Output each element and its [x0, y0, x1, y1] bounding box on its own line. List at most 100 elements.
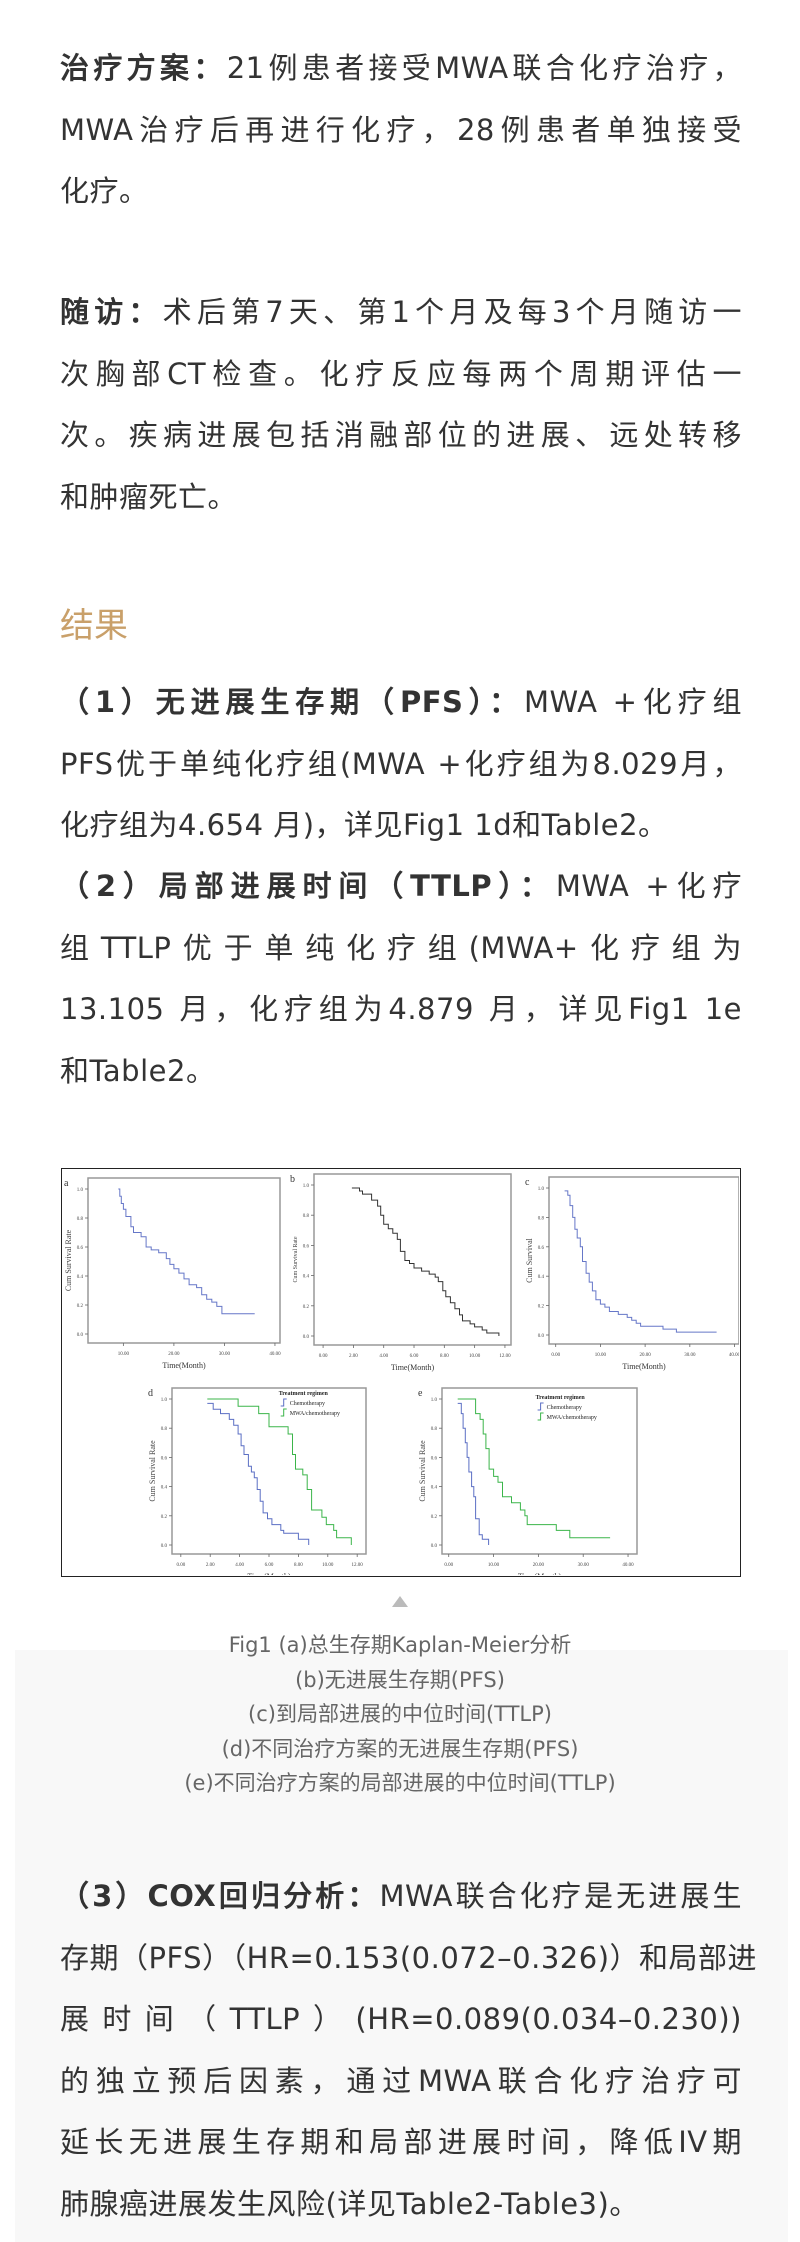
caption-triangle-icon: [392, 1596, 408, 1607]
figure-caption: Fig1 (a)总生存期Kaplan-Meier分析 (b)无进展生存期(PFS…: [0, 1628, 800, 1801]
y-tick-label: 1.0: [77, 1188, 84, 1193]
caption-line: (b)无进展生存期(PFS): [295, 1667, 505, 1692]
y-tick-label: 0.4: [538, 1275, 545, 1280]
text-line: 和肿瘤死亡。: [60, 479, 238, 514]
section-heading-results: 结果: [60, 606, 128, 646]
y-tick-label: 0.6: [77, 1246, 84, 1251]
x-tick-label: 4.00: [379, 1354, 388, 1359]
panel-e-plot-area: [441, 1387, 638, 1555]
caption-line: (d)不同治疗方案的无进展生存期(PFS): [221, 1736, 579, 1761]
x-tick-label: 2.00: [349, 1354, 358, 1359]
legend-swatch-icon: [537, 1402, 544, 1411]
result-label: （2）局部进展时间（TTLP）：: [60, 869, 556, 903]
legend-entry: Chemotherapy: [290, 1401, 325, 1407]
y-tick-label: 0.8: [161, 1427, 168, 1432]
panel-label: d: [148, 1388, 153, 1399]
km-curve-e-1: [457, 1398, 611, 1539]
x-tick-label: 20.00: [533, 1563, 545, 1568]
y-tick-label: 0.2: [77, 1304, 84, 1309]
text-line: 展时间（TTLP）(HR=0.089(0.034–0.230)): [60, 2002, 742, 2036]
legend-entry: Chemotherapy: [547, 1405, 582, 1411]
y-tick-label: 0.0: [77, 1333, 84, 1338]
y-tick-label: 0.8: [77, 1217, 84, 1222]
y-tick-label: 0.4: [303, 1275, 310, 1280]
y-tick-label: 0.4: [431, 1486, 438, 1491]
y-tick-label: 0.8: [538, 1216, 545, 1221]
panel-label: e: [418, 1388, 423, 1399]
km-curve-e-0: [457, 1402, 490, 1545]
y-tick-label: 0.4: [161, 1486, 168, 1491]
followup-paragraph: 随访：术后第7天、第1个月及每3个月随访一 次胸部CT检查。化疗反应每两个周期评…: [60, 282, 742, 528]
text-line: 次。疾病进展包括消融部位的进展、远处转移: [60, 418, 742, 452]
legend-swatch-icon: [280, 1408, 287, 1417]
text-line: 组TTLP优于单纯化疗组(MWA+化疗组为: [60, 930, 742, 965]
text-line: 和Table2。: [60, 1053, 216, 1088]
panel-label: c: [525, 1177, 530, 1188]
y-tick-label: 1.0: [538, 1187, 545, 1192]
result-item-cox: （3）COX回归分析：MWA联合化疗是无进展生 存期（PFS）（HR=0.153…: [60, 1866, 758, 2235]
text-line: 存期（PFS）（HR=0.153(0.072–0.326)）和局部进: [60, 1940, 758, 1975]
x-tick-label: 40.00: [622, 1563, 634, 1568]
x-tick-label: 10.00: [469, 1354, 481, 1359]
y-tick-label: 0.6: [161, 1456, 168, 1461]
x-tick-label: 8.00: [440, 1354, 449, 1359]
y-tick-label: 1.0: [303, 1184, 310, 1189]
text-line: 化疗组为4.654 月)，详见Fig1 1d和Table2。: [60, 808, 668, 842]
x-axis-label: Time(Month): [518, 1572, 562, 1575]
x-tick-label: 0.00: [176, 1563, 185, 1568]
x-tick-label: 10.00: [488, 1563, 500, 1568]
y-tick-label: 1.0: [161, 1398, 168, 1403]
km-curve-d-0: [207, 1402, 310, 1545]
km-figure-svg: a 0.0 0.2 0.4 0.6 0.8 1.0 10.00 20.00 30.00 40.00 T…: [64, 1173, 741, 1581]
x-axis-label: Time(Month): [247, 1572, 291, 1575]
x-tick-label: 6.00: [265, 1563, 274, 1568]
y-axis-label: Cum Survival Rate: [148, 1440, 157, 1502]
y-tick-label: 0.2: [431, 1515, 438, 1520]
panel-label: a: [64, 1178, 69, 1189]
x-tick-label: 4.00: [235, 1563, 244, 1568]
panel-b-plot-area: [313, 1173, 512, 1346]
treatment-paragraph: 治疗方案：21例患者接受MWA联合化疗治疗， MWA治疗后再进行化疗，28例患者…: [60, 38, 742, 223]
x-tick-label: 30.00: [219, 1352, 231, 1357]
legend-title: Treatment regimen: [536, 1395, 586, 1401]
caption-line: (c)到局部进展的中位时间(TTLP): [248, 1702, 552, 1726]
text-line: MWA +化疗组: [524, 685, 742, 719]
x-tick-label: 20.00: [168, 1352, 180, 1357]
y-tick-label: 0.6: [431, 1456, 438, 1461]
text-line: MWA联合化疗是无进展生: [379, 1879, 742, 1913]
x-tick-label: 0.00: [444, 1563, 453, 1568]
km-curve-d-1: [207, 1398, 352, 1545]
x-tick-label: 12.00: [352, 1563, 364, 1568]
y-tick-label: 0.0: [303, 1335, 310, 1340]
x-tick-label: 12.00: [499, 1354, 511, 1359]
y-tick-label: 0.0: [431, 1544, 438, 1549]
x-tick-label: 10.00: [322, 1563, 334, 1568]
y-tick-label: 0.8: [431, 1427, 438, 1432]
text-line: 次胸部CT检查。化疗反应每两个周期评估一: [60, 356, 742, 391]
result-label: （3）COX回归分析：: [60, 1879, 380, 1913]
text-line: 化疗。: [60, 174, 149, 208]
km-curve-a-0: [118, 1188, 255, 1315]
x-tick-label: 40.00: [729, 1353, 739, 1358]
result-item-ttlp: （2）局部进展时间（TTLP）：MWA +化疗 组TTLP优于单纯化疗组(MWA…: [60, 856, 742, 1102]
legend-title: Treatment regimen: [279, 1391, 329, 1397]
y-tick-label: 0.0: [161, 1544, 168, 1549]
legend-entry: MWA/chemotherapy: [290, 1411, 340, 1417]
text-line: MWA +化疗: [555, 869, 742, 903]
y-tick-label: 0.2: [303, 1305, 310, 1310]
y-tick-label: 0.2: [161, 1515, 168, 1520]
y-tick-label: 0.6: [303, 1244, 310, 1249]
text-line: 的独立预后因素，通过MWA联合化疗治疗可: [60, 2063, 742, 2098]
caption-line: Fig1 (a)总生存期Kaplan-Meier分析: [228, 1633, 572, 1657]
text-line: 延长无进展生存期和局部进展时间，降低IV期: [60, 2125, 742, 2159]
x-tick-label: 10.00: [595, 1353, 607, 1358]
y-tick-label: 0.4: [77, 1275, 84, 1280]
x-tick-label: 30.00: [578, 1563, 590, 1568]
y-axis-label: Cum Survival Rate: [64, 1229, 73, 1291]
y-tick-label: 0.8: [303, 1214, 310, 1219]
x-axis-label: Time(Month): [622, 1362, 666, 1371]
followup-label: 随访：: [60, 295, 163, 329]
y-axis-label: Cum Survival Rate: [418, 1440, 427, 1502]
y-tick-label: 0.0: [538, 1334, 545, 1339]
y-tick-label: 0.2: [538, 1305, 545, 1310]
